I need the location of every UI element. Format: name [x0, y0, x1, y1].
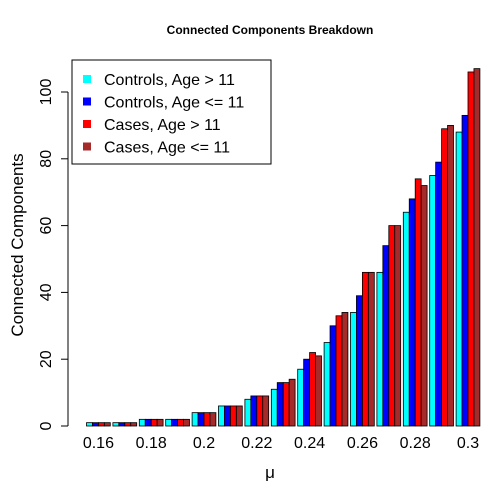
- bar-4-0.2: [209, 412, 217, 427]
- x-axis: 0.16 0.18 0.2 0.22 0.24 0.26 0.28 0.3: [83, 435, 479, 452]
- bar-3-0.27: [388, 225, 396, 427]
- bar-3-0.19: [177, 418, 184, 427]
- x-tick-label-0.24: 0.24: [294, 435, 325, 452]
- bar-4-0.28: [420, 185, 428, 427]
- bar-1-0.25: [323, 342, 331, 427]
- y-tick-label-100: 100: [38, 79, 55, 106]
- bar-2-0.23: [276, 382, 284, 427]
- bar-1-0.18: [138, 418, 146, 427]
- chart-title: Connected Components Breakdown: [167, 23, 374, 37]
- bar-4-0.18: [156, 418, 164, 427]
- bar-4-0.16: [103, 422, 111, 427]
- bar-2-0.22: [250, 395, 258, 427]
- bar-3-0.26: [361, 271, 369, 427]
- legend-label-3: Cases, Age > 11: [104, 117, 221, 134]
- bar-2-0.21: [224, 405, 231, 427]
- legend-swatch-1: [83, 75, 91, 83]
- bar-1-0.16: [86, 422, 93, 427]
- bar-3-0.18: [150, 418, 158, 427]
- bar-1-0.27: [376, 271, 384, 427]
- bar-2-0.16: [92, 422, 99, 427]
- bar-4-0.24: [315, 355, 322, 427]
- x-tick-label-0.18: 0.18: [136, 435, 167, 452]
- bar-2-0.19: [171, 418, 178, 427]
- bar-2-0.25: [329, 325, 337, 427]
- bar-3-0.16: [98, 422, 105, 427]
- legend-swatch-2: [83, 97, 91, 106]
- bar-1-0.26: [350, 312, 357, 427]
- bar-4-0.17: [130, 422, 138, 427]
- x-tick-label-0.3: 0.3: [457, 435, 479, 452]
- bar-4-0.27: [394, 225, 402, 427]
- bar-4-0.26: [367, 271, 375, 427]
- y-tick-label-80: 80: [38, 150, 55, 168]
- bar-3-0.25: [335, 315, 343, 427]
- legend-label-1: Controls, Age > 11: [104, 72, 235, 89]
- x-tick-label-0.22: 0.22: [241, 435, 272, 452]
- legend-swatch-4: [83, 142, 91, 151]
- x-tick-label-0.26: 0.26: [347, 435, 378, 452]
- bar-3-0.24: [309, 352, 316, 427]
- bar-3-0.22: [256, 395, 264, 427]
- bar-2-0.29: [435, 161, 442, 427]
- bar-3-0.3: [467, 71, 475, 427]
- y-axis: 0 20 40 60 80 100: [38, 79, 69, 430]
- bar-4-0.22: [262, 395, 270, 427]
- bar-4-0.3: [473, 68, 481, 427]
- legend-swatch-3: [83, 120, 91, 128]
- bar-3-0.17: [124, 422, 132, 427]
- x-tick-label-0.16: 0.16: [83, 435, 114, 452]
- legend-label-2: Controls, Age <= 11: [104, 95, 244, 112]
- y-tick-label-0: 0: [38, 421, 55, 430]
- bar-1-0.21: [218, 405, 225, 427]
- bar-3-0.2: [203, 412, 211, 427]
- bar-1-0.28: [402, 211, 410, 427]
- y-tick-label-60: 60: [38, 217, 55, 235]
- bar-4-0.25: [341, 312, 349, 427]
- bar-2-0.3: [461, 114, 469, 427]
- bar-1-0.2: [191, 412, 199, 427]
- bar-1-0.3: [455, 131, 463, 427]
- bar-4-0.21: [235, 405, 243, 427]
- legend: Controls, Age > 11 Controls, Age <= 11 Cas…: [71, 59, 272, 165]
- bar-2-0.17: [118, 422, 126, 427]
- y-axis-label: Connected Components: [8, 153, 27, 336]
- bar-3-0.21: [229, 405, 237, 427]
- bar-4-0.23: [288, 378, 296, 427]
- bar-3-0.23: [282, 382, 290, 427]
- bar-1-0.23: [270, 388, 278, 427]
- y-tick-label-20: 20: [38, 350, 55, 368]
- x-tick-label-0.28: 0.28: [400, 435, 431, 452]
- bar-2-0.27: [382, 245, 390, 427]
- bar-1-0.29: [429, 175, 437, 427]
- x-axis-label: μ: [265, 463, 275, 482]
- bar-1-0.19: [165, 418, 173, 427]
- bar-2-0.2: [197, 412, 205, 427]
- bar-2-0.28: [408, 198, 416, 427]
- bar-2-0.26: [356, 295, 363, 427]
- x-tick-label-0.2: 0.2: [193, 435, 215, 452]
- legend-label-4: Cases, Age <= 11: [104, 140, 230, 157]
- bar-3-0.28: [414, 178, 422, 427]
- y-tick-label-40: 40: [38, 283, 55, 301]
- bar-2-0.18: [144, 418, 152, 427]
- bar-2-0.24: [303, 358, 310, 427]
- bar-4-0.19: [183, 418, 190, 427]
- bars-group: [86, 68, 481, 427]
- bar-4-0.29: [447, 125, 454, 427]
- bar-1-0.22: [244, 398, 252, 427]
- bar-1-0.24: [297, 368, 305, 427]
- bar-1-0.17: [112, 422, 120, 427]
- bar-3-0.29: [441, 128, 448, 427]
- legend-box: [71, 59, 272, 165]
